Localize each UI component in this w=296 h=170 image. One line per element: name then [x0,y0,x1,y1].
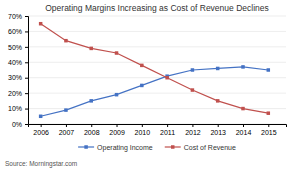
y-axis-tick: 50% [8,44,28,51]
series-marker [89,99,93,103]
x-axis-tick-mark [192,124,193,127]
y-axis-tick: 10% [8,105,28,112]
y-axis-tick: 0% [12,121,28,128]
y-axis-tick-label: 30% [8,74,22,81]
y-axis-tick-mark [25,124,28,125]
x-axis-line [29,125,287,128]
x-axis-tick: 2009 [109,124,125,136]
series-marker [267,111,271,115]
y-axis-tick-label: 0% [12,121,22,128]
series-marker [216,67,220,71]
y-axis-tick: 20% [8,90,28,97]
x-axis-tick-mark [41,124,42,127]
x-axis: 2006 2007 2008 2009 2010 2011 2012 2013 2014 2015 [29,124,287,136]
x-axis-tick-label: 2007 [59,129,75,136]
y-axis-tick: 30% [8,74,28,81]
y-axis-tick-mark [25,93,28,94]
series-line [41,67,269,116]
legend-marker [171,145,175,149]
series-marker [191,68,195,72]
series-marker [115,93,119,97]
x-axis-tick-mark [243,124,244,127]
legend: Operating Income Cost of Revenue [78,144,236,152]
chart: 2006 2007 2008 2009 2010 2011 2012 2013 2014 2015… [0,0,296,170]
y-axis-tick-mark [25,109,28,110]
y-axis-tick-label: 70% [8,13,22,20]
x-axis-tick-label: 2014 [236,129,252,136]
x-axis-tick-mark [117,124,118,127]
grid-line [28,16,286,17]
legend-label: Cost of Revenue [184,144,236,151]
y-axis-line [25,17,29,125]
x-axis-tick-label: 2009 [109,129,125,136]
series-marker [216,99,220,103]
series-marker [267,68,271,72]
y-axis-tick-label: 50% [8,44,22,51]
legend-marker [84,145,88,149]
series-marker [140,64,144,68]
y-axis: 0% 10% 20% 30% 40% 50% 60% 70% [8,13,29,128]
title: Operating Margins Increasing as Cost of … [45,3,268,13]
y-axis-tick: 60% [8,28,28,35]
grid-line [28,31,286,32]
series-marker [165,76,169,80]
x-axis-tick: 2014 [236,124,252,136]
x-axis-tick-mark [218,124,219,127]
y-axis-tick-label: 10% [8,105,22,112]
x-axis-tick-label: 2013 [210,129,226,136]
x-axis-tick-mark [142,124,143,127]
x-axis-tick-label: 2011 [160,129,175,136]
x-axis-tick-label: 2010 [135,129,151,136]
annotation: Source: Morningstar.com [5,160,77,168]
x-axis-tick: 2007 [59,124,75,136]
x-axis-tick: 2011 [160,124,175,136]
plot: 2006 2007 2008 2009 2010 2011 2012 2013 2014 2015… [8,13,287,136]
grid [28,16,286,124]
y-axis-tick-label: 60% [8,28,22,35]
grid-line [28,93,286,94]
y-axis-tick-mark [25,78,28,79]
x-axis-tick-label: 2008 [84,129,100,136]
series-marker [241,107,245,111]
grid-line [28,62,286,63]
y-axis-tick-label: 40% [8,59,22,66]
series-line [41,24,269,113]
x-axis-tick-label: 2012 [185,129,201,136]
series-marker [64,108,68,112]
x-axis-tick: 2010 [135,124,151,136]
legend-item: Cost of Revenue [165,144,236,151]
legend-label: Operating Income [97,144,153,152]
series-marker [241,65,245,69]
y-axis-tick-label: 20% [8,90,22,97]
x-axis-tick-label: 2015 [261,129,277,136]
x-axis-tick-label: 2006 [33,129,49,136]
x-axis-tick-mark [66,124,67,127]
series-marker [64,39,68,43]
x-axis-tick: 2012 [185,124,201,136]
y-axis-tick-mark [25,16,28,17]
grid-line [28,46,286,47]
x-axis-tick: 2013 [210,124,226,136]
y-axis-tick: 40% [8,59,28,66]
series-marker [39,115,43,119]
marks [39,22,270,118]
x-axis-tick: 2015 [261,124,277,136]
x-axis-tick-mark [268,124,269,127]
x-axis-tick: 2006 [33,124,49,136]
x-axis-tick: 2008 [84,124,100,136]
series-marker [115,51,119,55]
legend-item: Operating Income [78,144,153,152]
x-axis-tick-mark [167,124,168,127]
x-axis-tick-mark [91,124,92,127]
grid-line [28,77,286,78]
series-marker [191,88,195,92]
y-axis-tick-mark [25,47,28,48]
series-marker [39,22,43,26]
y-axis-tick-mark [25,31,28,32]
series-marker [89,47,93,51]
series-marker [140,84,144,88]
y-axis-tick-mark [25,62,28,63]
y-axis-tick: 70% [8,13,28,20]
